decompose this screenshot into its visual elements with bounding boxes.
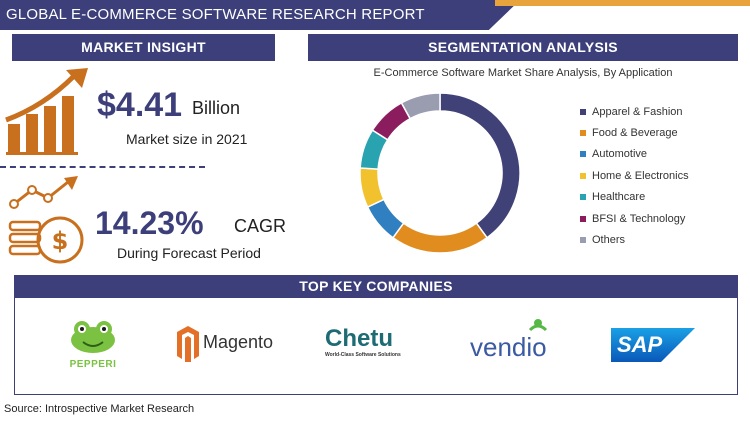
cagr-unit: CAGR <box>234 216 287 236</box>
chetu-tagline: World-Class Software Solutions <box>325 352 401 358</box>
legend-item: Apparel & Fashion <box>580 101 740 122</box>
legend-label: Apparel & Fashion <box>592 105 683 118</box>
legend-swatch <box>580 215 586 222</box>
legend-swatch <box>580 130 586 137</box>
legend-label: Automotive <box>592 148 648 161</box>
legend-swatch <box>580 151 586 158</box>
legend-swatch <box>580 108 586 115</box>
legend-item: Healthcare <box>580 187 740 208</box>
legend-label: Others <box>592 234 626 247</box>
chart-title: E-Commerce Software Market Share Analysi… <box>373 67 673 79</box>
banner-background <box>0 0 520 30</box>
sap-logo: SAP <box>611 328 701 364</box>
top-companies-header: TOP KEY COMPANIES <box>14 275 738 297</box>
companies-panel: PEPPERI Magento Chetu World-Class Softwa… <box>14 297 738 395</box>
legend-item: Others <box>580 229 740 250</box>
divider <box>0 166 205 168</box>
top-banner: GLOBAL E-COMMERCE SOFTWARE RESEARCH REPO… <box>0 0 750 30</box>
chart-legend: Apparel & Fashion Food & Beverage Automoti… <box>580 101 740 251</box>
vendio-logo: vendio <box>470 318 565 368</box>
vendio-logo-text: vendio <box>470 332 547 362</box>
legend-item: Automotive <box>580 144 740 165</box>
legend-label: Home & Electronics <box>592 169 689 182</box>
donut-slice-home-electronics <box>359 167 385 209</box>
legend-label: BFSI & Technology <box>592 212 686 225</box>
legend-swatch <box>580 172 586 179</box>
market-size-caption: Market size in 2021 <box>126 131 248 147</box>
pepperi-logo-text: PEPPERI <box>69 359 117 370</box>
source-note: Source: Introspective Market Research <box>4 403 195 415</box>
legend-item: Food & Beverage <box>580 122 740 143</box>
chetu-logo: Chetu World-Class Software Solutions <box>325 326 425 366</box>
donut-slice-apparel-fashion <box>439 92 521 239</box>
chetu-logo-text: Chetu <box>325 325 393 352</box>
growth-bar-chart-icon <box>4 66 94 161</box>
magento-logo-text: Magento <box>203 332 274 352</box>
segmentation-header: SEGMENTATION ANALYSIS <box>308 34 738 61</box>
coins-dollar-growth-icon: $ <box>6 176 91 271</box>
legend-swatch <box>580 194 586 201</box>
sap-logo-text: SAP <box>617 332 663 357</box>
legend-item: BFSI & Technology <box>580 208 740 229</box>
banner-accent-stripe <box>495 0 750 6</box>
donut-slice-others <box>400 92 441 120</box>
donut-slice-food-beverage <box>391 222 489 254</box>
legend-swatch <box>580 237 586 244</box>
market-size-value: $4.41 <box>97 86 183 124</box>
report-title: GLOBAL E-COMMERCE SOFTWARE RESEARCH REPO… <box>6 6 425 23</box>
legend-item: Home & Electronics <box>580 165 740 186</box>
legend-label: Healthcare <box>592 191 646 204</box>
cagr-caption: During Forecast Period <box>117 245 261 261</box>
legend-label: Food & Beverage <box>592 127 678 140</box>
svg-text:$: $ <box>52 227 69 255</box>
donut-chart <box>359 92 521 254</box>
market-insight-header: MARKET INSIGHT <box>12 34 275 61</box>
cagr-value: 14.23% <box>95 205 204 241</box>
pepperi-logo: PEPPERI <box>63 320 123 372</box>
magento-logo: Magento <box>177 324 274 364</box>
market-size-unit: Billion <box>192 98 241 118</box>
